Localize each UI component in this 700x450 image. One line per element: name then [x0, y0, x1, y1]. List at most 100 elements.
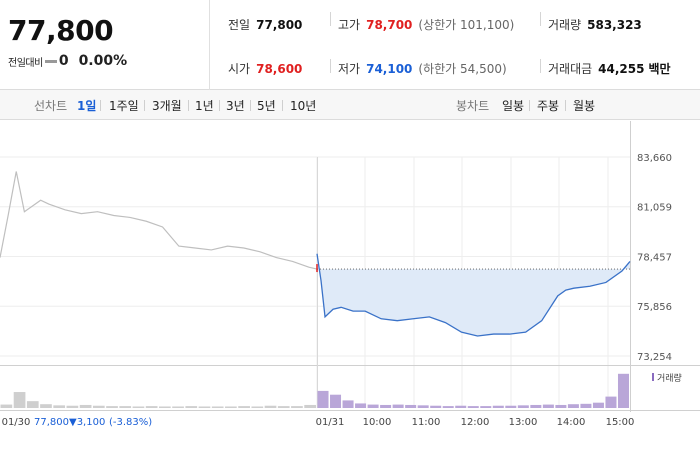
period-1y[interactable]: 1년 — [195, 99, 214, 113]
volume-bar-prev — [251, 406, 264, 408]
volume-bar — [317, 390, 329, 408]
volume-bar-prev — [211, 406, 224, 408]
divider — [540, 12, 541, 26]
stat-value: 583,323 — [587, 18, 642, 32]
period-3m[interactable]: 3개월 — [152, 99, 182, 113]
volume-bar-prev — [291, 406, 303, 408]
footer-change: ▼3,100 — [69, 417, 105, 428]
volume-bar — [492, 405, 504, 408]
volume-bar-prev — [79, 404, 92, 408]
stock-summary-header: 77,800 전일대비 0 0.00% 전일 77,800 고가 78,700 … — [0, 0, 700, 90]
period-3y[interactable]: 3년 — [226, 99, 245, 113]
volume-bar-prev — [238, 406, 250, 408]
x-tick-label: 13:00 — [509, 417, 538, 428]
lower-limit: (하한가 54,500) — [418, 62, 507, 76]
upper-limit: (상한가 101,100) — [418, 18, 515, 32]
stats-grid: 전일 77,800 고가 78,700 (상한가 101,100) 거래량 58… — [210, 0, 700, 90]
stat-value: 44,255 — [598, 62, 645, 76]
volume-bar-prev — [0, 404, 13, 408]
divider — [219, 100, 220, 111]
change-label: 전일대비 — [8, 57, 43, 69]
volume-bar — [380, 404, 392, 408]
divider — [565, 100, 566, 111]
period-10y[interactable]: 10년 — [290, 99, 317, 113]
x-tick-label: 01/30 — [2, 417, 31, 428]
stat-unit: 백만 — [648, 62, 671, 76]
volume-bar-prev — [304, 404, 316, 408]
volume-bar — [617, 373, 629, 408]
stat-volume: 거래량 583,323 — [548, 16, 642, 33]
y-tick-label: 75,856 — [637, 302, 672, 313]
stat-prev-close: 전일 77,800 — [228, 16, 302, 33]
volume-bar — [342, 400, 354, 408]
volume-bar — [555, 404, 567, 408]
stat-trade-value: 거래대금 44,255 백만 — [548, 60, 671, 77]
period-1w[interactable]: 1주일 — [109, 99, 139, 113]
period-1d[interactable]: 1일 — [77, 99, 97, 113]
x-tick-label: 15:00 — [606, 417, 635, 428]
x-tick-label: 11:00 — [412, 417, 441, 428]
volume-bar — [517, 405, 529, 408]
session-area-fill — [317, 253, 630, 336]
stat-label: 저가 — [338, 62, 361, 76]
volume-bar — [330, 394, 342, 408]
divider — [330, 12, 331, 26]
volume-bar — [580, 403, 592, 408]
candle-chart-label: 봉차트 — [456, 99, 490, 113]
volume-bar-prev — [185, 406, 198, 408]
volume-bar-prev — [277, 406, 290, 408]
footer-change-percent: (-3.83%) — [109, 417, 152, 428]
prev-session-line — [0, 171, 318, 270]
candle-weekly[interactable]: 주봉 — [537, 99, 560, 113]
volume-bar-prev — [26, 401, 39, 408]
stat-label: 거래대금 — [548, 62, 593, 76]
session-price-line — [316, 253, 631, 337]
volume-bar — [392, 404, 404, 408]
price-chart-svg: 83,660 81,059 78,457 75,856 73,254 거래량 01/30 01… — [0, 121, 700, 428]
volume-bar-prev — [106, 406, 118, 408]
divider — [188, 100, 189, 111]
stat-high: 고가 78,700 (상한가 101,100) — [338, 16, 514, 33]
divider — [250, 100, 251, 111]
stat-label: 시가 — [228, 62, 251, 76]
stat-low: 저가 74,100 (하한가 54,500) — [338, 60, 507, 77]
no-change-icon — [44, 59, 57, 63]
volume-bar-prev — [13, 392, 26, 408]
stat-label: 거래량 — [548, 18, 582, 32]
divider — [330, 59, 331, 73]
volume-bar-prev — [264, 405, 277, 408]
divider — [144, 100, 145, 111]
y-tick-label: 81,059 — [637, 203, 672, 214]
footer-price: 77,800 — [34, 417, 69, 428]
x-tick-label: 01/31 — [316, 417, 345, 428]
stat-value: 77,800 — [256, 18, 303, 32]
volume-bar — [530, 404, 542, 408]
stat-open: 시가 78,600 — [228, 60, 302, 77]
divider — [540, 59, 541, 73]
change-line: 전일대비 0 0.00% — [8, 53, 127, 69]
volume-legend-label: 거래량 — [657, 372, 682, 384]
candle-daily[interactable]: 일봉 — [502, 99, 525, 113]
divider — [100, 100, 101, 111]
period-5y[interactable]: 5년 — [257, 99, 276, 113]
volume-bar-prev — [40, 404, 52, 408]
volume-bar — [417, 405, 429, 408]
volume-bar — [467, 406, 479, 408]
volume-bar — [542, 404, 554, 408]
volume-bar — [442, 406, 454, 408]
volume-bar-prev — [225, 406, 237, 408]
stat-label: 고가 — [338, 18, 361, 32]
divider — [282, 100, 283, 111]
x-tick-label: 10:00 — [363, 417, 392, 428]
volume-bar-prev — [119, 406, 132, 408]
volume-bar — [592, 402, 604, 408]
change-percent: 0.00% — [78, 53, 128, 69]
volume-bar — [567, 404, 579, 408]
y-tick-label: 78,457 — [637, 253, 672, 264]
stat-label: 전일 — [228, 18, 251, 32]
x-tick-label: 14:00 — [557, 417, 586, 428]
chart-period-bar: 선차트 1일 1주일 3개월 1년 3년 5년 10년 봉차트 일봉 주봉 월봉 — [0, 90, 700, 120]
price-chart[interactable]: 83,660 81,059 78,457 75,856 73,254 거래량 01/30 01… — [0, 121, 700, 450]
candle-monthly[interactable]: 월봉 — [573, 99, 596, 113]
volume-bar-prev — [53, 405, 66, 408]
